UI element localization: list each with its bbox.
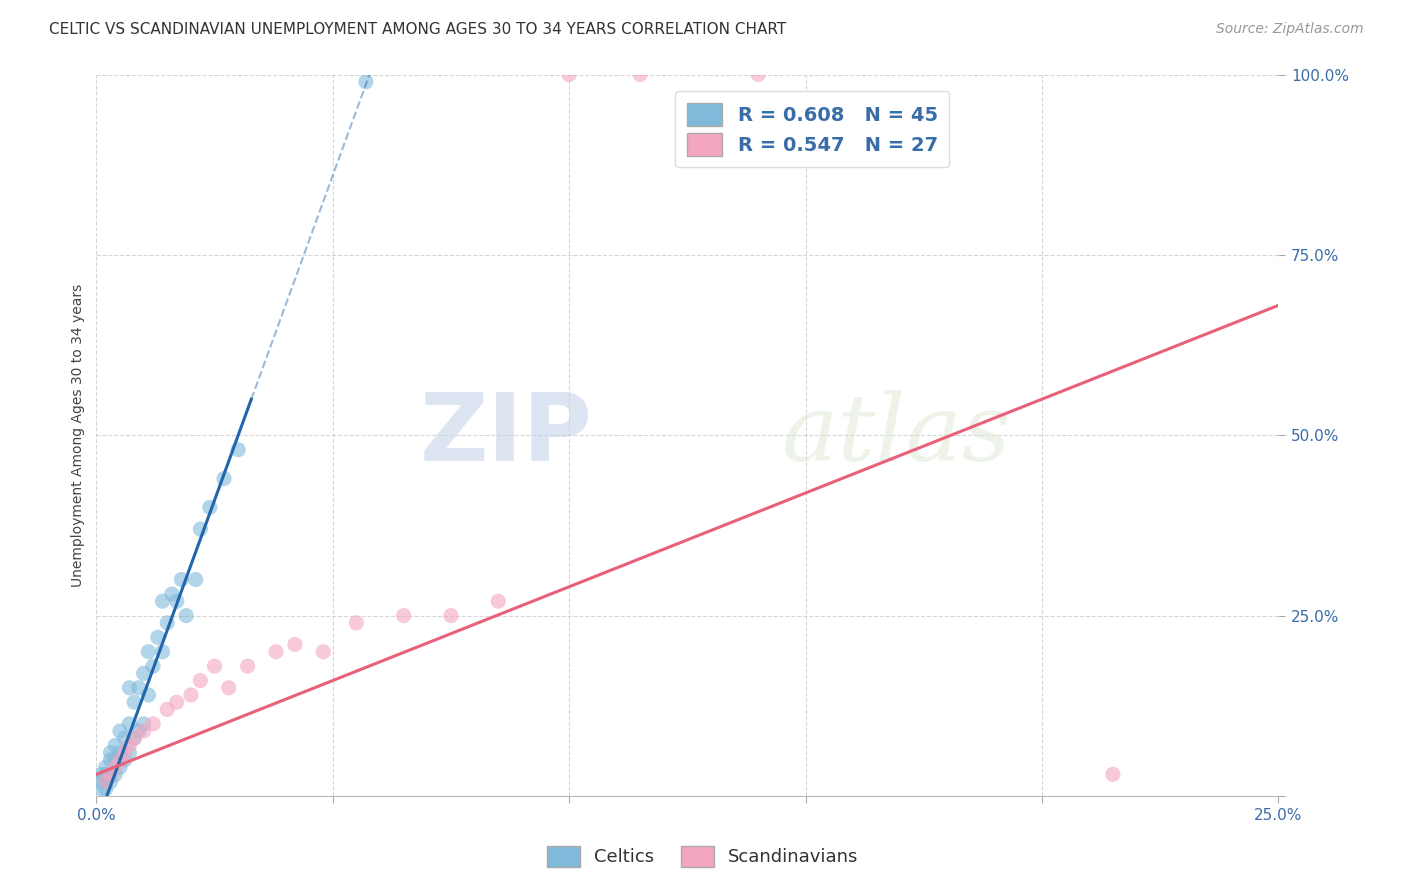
Point bbox=[108, 753, 131, 767]
Y-axis label: Unemployment Among Ages 30 to 34 years: Unemployment Among Ages 30 to 34 years bbox=[72, 284, 86, 587]
Point bbox=[114, 753, 136, 767]
Point bbox=[94, 767, 117, 781]
Point bbox=[152, 594, 174, 608]
Point bbox=[118, 739, 141, 753]
Point bbox=[100, 767, 122, 781]
Point bbox=[440, 608, 463, 623]
Point bbox=[104, 739, 127, 753]
Point bbox=[108, 724, 131, 739]
Point bbox=[114, 746, 136, 760]
Point bbox=[132, 724, 155, 739]
Point bbox=[312, 645, 335, 659]
Point bbox=[114, 731, 136, 746]
Point bbox=[226, 442, 249, 457]
Point bbox=[118, 716, 141, 731]
Point bbox=[90, 781, 112, 796]
Point bbox=[184, 573, 207, 587]
Point bbox=[142, 659, 165, 673]
Point bbox=[104, 760, 127, 774]
Text: ZIP: ZIP bbox=[420, 389, 593, 482]
Point bbox=[156, 702, 179, 716]
Point bbox=[118, 746, 141, 760]
Point bbox=[128, 681, 150, 695]
Point bbox=[142, 716, 165, 731]
Point bbox=[132, 716, 155, 731]
Point bbox=[1101, 767, 1123, 781]
Text: CELTIC VS SCANDINAVIAN UNEMPLOYMENT AMONG AGES 30 TO 34 YEARS CORRELATION CHART: CELTIC VS SCANDINAVIAN UNEMPLOYMENT AMON… bbox=[49, 22, 786, 37]
Point bbox=[108, 760, 131, 774]
Legend: Celtics, Scandinavians: Celtics, Scandinavians bbox=[540, 838, 866, 874]
Point bbox=[204, 659, 226, 673]
Point bbox=[100, 774, 122, 789]
Point bbox=[100, 753, 122, 767]
Point bbox=[104, 767, 127, 781]
Point bbox=[190, 673, 212, 688]
Point bbox=[122, 695, 145, 709]
Point bbox=[100, 746, 122, 760]
Point bbox=[160, 587, 183, 601]
Point bbox=[128, 724, 150, 739]
Point bbox=[198, 500, 221, 515]
Text: Source: ZipAtlas.com: Source: ZipAtlas.com bbox=[1216, 22, 1364, 37]
Text: atlas: atlas bbox=[782, 391, 1011, 480]
Point bbox=[100, 767, 122, 781]
Point bbox=[264, 645, 287, 659]
Point bbox=[94, 781, 117, 796]
Point bbox=[94, 774, 117, 789]
Point bbox=[132, 666, 155, 681]
Point bbox=[558, 68, 581, 82]
Point bbox=[747, 68, 769, 82]
Legend: R = 0.608   N = 45, R = 0.547   N = 27: R = 0.608 N = 45, R = 0.547 N = 27 bbox=[675, 92, 949, 168]
Point bbox=[122, 731, 145, 746]
Point bbox=[138, 688, 160, 702]
Point bbox=[284, 638, 307, 652]
Point bbox=[628, 68, 651, 82]
Point bbox=[94, 774, 117, 789]
Point bbox=[344, 615, 367, 630]
Point bbox=[90, 767, 112, 781]
Point bbox=[104, 753, 127, 767]
Point bbox=[174, 608, 197, 623]
Point bbox=[486, 594, 509, 608]
Point bbox=[236, 659, 259, 673]
Point bbox=[354, 75, 377, 89]
Point bbox=[180, 688, 202, 702]
Point bbox=[190, 522, 212, 536]
Point bbox=[392, 608, 415, 623]
Point bbox=[156, 615, 179, 630]
Point bbox=[166, 594, 188, 608]
Point bbox=[152, 645, 174, 659]
Point bbox=[108, 746, 131, 760]
Point bbox=[166, 695, 188, 709]
Point bbox=[212, 471, 235, 485]
Point bbox=[122, 731, 145, 746]
Point bbox=[170, 573, 193, 587]
Point bbox=[90, 774, 112, 789]
Point bbox=[138, 645, 160, 659]
Point bbox=[146, 630, 169, 644]
Point bbox=[218, 681, 240, 695]
Point bbox=[118, 681, 141, 695]
Point bbox=[94, 760, 117, 774]
